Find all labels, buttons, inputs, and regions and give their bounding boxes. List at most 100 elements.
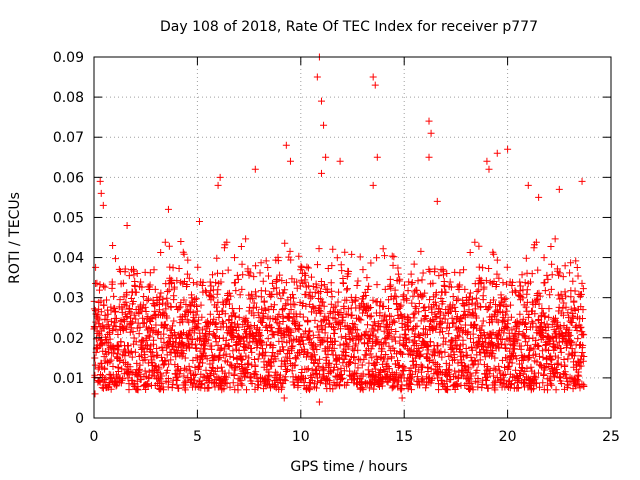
data-point bbox=[183, 281, 191, 289]
data-point bbox=[179, 341, 187, 349]
data-point bbox=[446, 361, 454, 369]
data-point bbox=[278, 383, 286, 391]
outlier-point bbox=[280, 394, 288, 402]
data-point bbox=[140, 319, 148, 327]
data-point bbox=[184, 332, 192, 340]
data-point bbox=[141, 356, 149, 364]
data-point bbox=[202, 329, 210, 337]
outlier-point bbox=[373, 153, 381, 161]
data-point bbox=[197, 384, 205, 392]
data-point bbox=[170, 292, 178, 300]
data-point bbox=[374, 338, 382, 346]
data-point bbox=[408, 299, 416, 307]
data-point bbox=[286, 355, 294, 363]
data-point bbox=[244, 369, 252, 377]
data-point bbox=[381, 367, 389, 375]
data-point bbox=[304, 264, 312, 272]
data-point bbox=[276, 271, 284, 279]
y-tick-label: 0.02 bbox=[53, 331, 84, 347]
data-point bbox=[107, 317, 115, 325]
data-point bbox=[193, 280, 201, 288]
data-point bbox=[116, 296, 124, 304]
data-point bbox=[157, 289, 165, 297]
data-point bbox=[540, 372, 548, 380]
data-point bbox=[248, 379, 256, 387]
data-point bbox=[281, 239, 289, 247]
data-point bbox=[394, 357, 402, 365]
data-point bbox=[345, 324, 353, 332]
data-point bbox=[286, 332, 294, 340]
data-point bbox=[330, 344, 338, 352]
data-point bbox=[120, 370, 128, 378]
data-point bbox=[419, 269, 427, 277]
data-point bbox=[360, 355, 368, 363]
data-point bbox=[385, 365, 393, 373]
data-point bbox=[94, 311, 102, 319]
data-point bbox=[291, 301, 299, 309]
data-point bbox=[450, 319, 458, 327]
data-point bbox=[404, 385, 412, 393]
data-point bbox=[173, 381, 181, 389]
x-tick-label: 5 bbox=[193, 429, 202, 445]
data-point bbox=[239, 271, 247, 279]
data-point bbox=[556, 269, 564, 277]
data-point bbox=[396, 339, 404, 347]
data-point bbox=[470, 356, 478, 364]
data-point bbox=[288, 343, 296, 351]
data-point bbox=[342, 332, 350, 340]
data-point bbox=[502, 311, 510, 319]
data-point bbox=[229, 379, 237, 387]
data-point bbox=[536, 352, 544, 360]
data-point bbox=[536, 383, 544, 391]
data-point bbox=[175, 264, 183, 272]
data-point bbox=[367, 259, 375, 267]
data-point bbox=[223, 379, 231, 387]
data-point bbox=[244, 265, 252, 273]
data-point bbox=[167, 356, 175, 364]
data-point bbox=[397, 301, 405, 309]
data-point bbox=[567, 259, 575, 267]
data-point bbox=[521, 320, 529, 328]
data-point bbox=[192, 344, 200, 352]
data-point bbox=[392, 293, 400, 301]
data-point bbox=[184, 256, 192, 264]
data-point bbox=[503, 307, 511, 315]
data-point bbox=[228, 304, 236, 312]
data-point bbox=[227, 292, 235, 300]
data-point bbox=[288, 367, 296, 375]
data-point bbox=[182, 366, 190, 374]
data-point bbox=[165, 242, 173, 250]
data-point bbox=[454, 375, 462, 383]
data-point bbox=[263, 322, 271, 330]
data-point bbox=[198, 380, 206, 388]
data-point bbox=[343, 341, 351, 349]
data-point bbox=[275, 310, 283, 318]
data-point bbox=[532, 336, 540, 344]
data-point bbox=[126, 349, 134, 357]
data-point bbox=[181, 312, 189, 320]
data-point bbox=[356, 315, 364, 323]
data-point bbox=[394, 270, 402, 278]
data-point bbox=[280, 305, 288, 312]
data-point bbox=[332, 373, 340, 381]
data-point bbox=[374, 355, 382, 363]
data-point bbox=[107, 306, 115, 314]
data-point bbox=[279, 305, 287, 313]
data-point bbox=[272, 355, 280, 363]
data-point bbox=[392, 369, 400, 377]
data-point bbox=[468, 346, 476, 354]
y-tick-label: 0 bbox=[75, 411, 84, 427]
data-point bbox=[427, 365, 435, 373]
outlier-point bbox=[96, 177, 104, 185]
data-point bbox=[521, 279, 529, 287]
data-point bbox=[139, 319, 147, 327]
data-point bbox=[441, 348, 449, 356]
data-point bbox=[222, 373, 230, 381]
data-point bbox=[192, 344, 200, 352]
data-point bbox=[467, 379, 475, 387]
data-point bbox=[502, 323, 510, 331]
data-point bbox=[436, 363, 444, 371]
data-point bbox=[574, 272, 582, 280]
data-point bbox=[144, 332, 152, 340]
data-point bbox=[372, 365, 380, 373]
